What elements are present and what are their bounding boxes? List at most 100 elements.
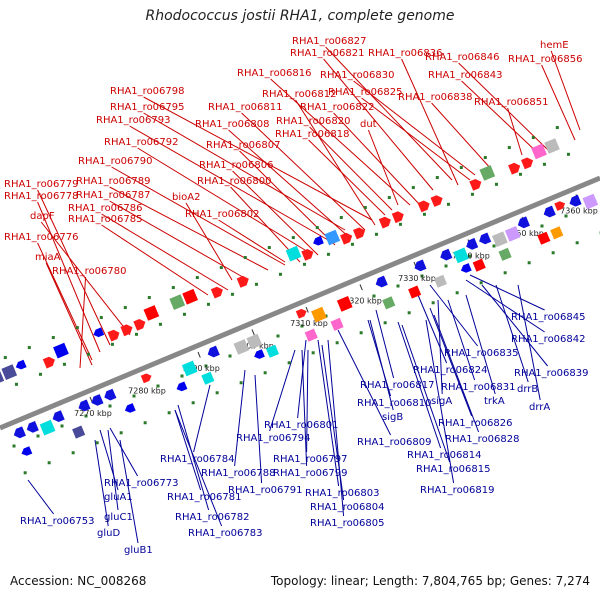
gene-box [233,339,250,355]
track-dot [119,431,123,435]
gene-arrow [140,373,152,384]
track-dot [350,242,354,246]
tick-label: 7270 kbp [74,409,112,418]
track-dot [156,384,160,388]
gene-label-bottom: RHA1_ro06799 [273,468,348,479]
gene-label-bottom: RHA1_ro06809 [357,437,432,448]
leader-line [458,62,549,151]
track-dot [267,246,271,250]
gene-label-bottom: RHA1_ro06814 [407,450,482,461]
track-dot [14,382,18,386]
gene-box [143,305,160,321]
track-dot [527,261,531,265]
leader-line [429,307,473,417]
leader-line [37,189,111,346]
gene-arrow [301,249,314,261]
gene-arrow [107,329,120,342]
gene-box [0,370,5,383]
gene-label-top: RHA1_ro06827 [292,36,367,47]
track-dot [300,324,304,328]
gene-label-top: RHA1_ro06807 [206,140,281,151]
track-dot [239,381,243,385]
track-dot [387,196,391,200]
gene-label-bottom: RHA1_ro06815 [416,464,491,475]
track-dot [326,252,330,256]
leader-line [417,294,448,364]
track-dot [396,284,400,288]
track-dot [51,336,55,340]
gene-label-bottom: gluC1 [104,512,133,523]
gene-label-top: RHA1_ro06820 [276,116,351,127]
track-dot [71,451,75,455]
gene-box [531,143,547,160]
gene-label-top: RHA1_ro06787 [76,190,151,201]
track-dot [551,251,555,255]
leader-line [401,324,451,463]
gene-box [330,317,344,331]
leader-line [37,201,101,353]
gene-label-top: miaA [35,252,61,263]
leader-line [101,213,229,291]
gene-label-bottom: gluB1 [124,545,153,556]
gene-arrow [391,211,404,224]
track-dot [158,322,162,326]
gene-arrow [210,286,223,299]
gene-arrow [569,194,582,207]
leader-line [447,299,476,381]
gene-arrow [554,201,566,211]
track-dot [411,186,415,190]
gene-label-top: RHA1_ro06843 [428,70,503,81]
gene-label-top: RHA1_ro06808 [195,119,270,130]
track-dot [167,411,171,415]
gene-label-top: RHA1_ro06856 [508,54,583,65]
track-dot [566,152,570,156]
track-dot [62,362,66,366]
gene-label-top: RHA1_ro06816 [237,68,312,79]
track-dot [95,441,99,445]
leader-line [333,112,421,206]
gene-label-bottom: RHA1_ro06831 [441,382,516,393]
gene-arrow [313,235,324,246]
leader-line [79,276,87,369]
gene-box [304,328,318,342]
track-dot [564,214,568,218]
gene-label-bottom: RHA1_ro06781 [167,492,242,503]
tick-label: 7290 kbp [182,364,220,373]
gene-arrow [42,356,55,369]
gene-label-bottom: RHA1_ro06797 [273,454,348,465]
gene-label-bottom: drrB [517,384,538,395]
gene-label-bottom: RHA1_ro06817 [360,380,435,391]
gene-arrow [133,319,146,331]
gene-label-top: RHA1_ro06851 [474,97,549,108]
leader-line [143,112,346,231]
tick-label: 7360 kbp [560,206,598,215]
leader-line [461,80,541,156]
gene-label-bottom: RHA1_ro06819 [420,485,495,496]
leader-line [109,427,139,477]
gene-arrow [517,216,530,229]
gene-arrow [21,446,33,456]
gene-box [433,274,447,288]
gene-box [382,296,396,310]
gene-label-top: RHA1_ro06785 [68,214,143,225]
leader-line [309,126,393,211]
tick-label: 7350 kbp [506,229,544,238]
track-dot [182,312,186,316]
gene-label-top: RHA1_ro06806 [199,160,274,171]
gene-label-top: RHA1_ro06792 [104,137,179,148]
leader-line [517,284,541,401]
leader-line [239,150,336,246]
track-dot [84,414,88,418]
leader-line [465,279,545,333]
leader-line [295,99,376,226]
gene-label-bottom: RHA1_ro06828 [445,434,520,445]
gene-arrow [13,426,26,439]
gene-label-bottom: RHA1_ro06824 [413,365,488,376]
gene-label-top: dut [360,119,377,130]
track-dot [483,156,487,160]
bottom-gene-labels: RHA1_ro06845 RHA1_ro06842 RHA1_ro06835 RHA1… [20,312,589,556]
track-dot [27,346,31,350]
gene-box [479,165,496,181]
gene-label-top: dapF [30,211,55,222]
track-dot [446,202,450,206]
